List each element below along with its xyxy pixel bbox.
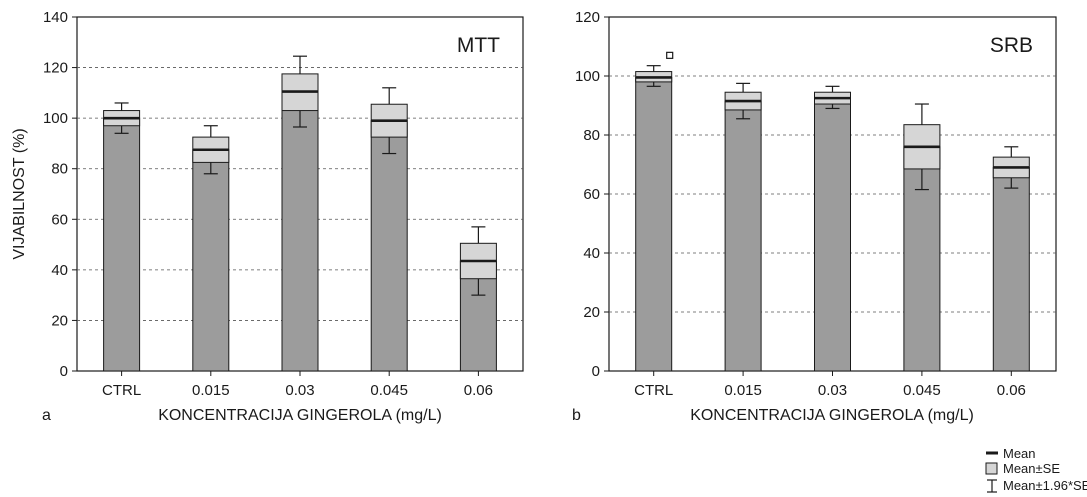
bar [103,117,141,372]
y-tick-label: 140 [43,9,68,26]
y-axis-ticks: 0 20 40 60 80 100 120 140 [43,9,77,380]
se-box-swatch [985,462,998,475]
bar [192,149,230,372]
x-tick-label: 0.045 [370,382,408,399]
chart-title: SRB [990,34,1033,57]
y-tick-label: 20 [51,312,68,329]
y-tick-label: 120 [43,60,68,77]
chart-panel-mtt: 0 20 40 60 80 100 120 140 CTRL 0.015 0.03 0.045 0.0… [11,9,524,424]
legend-label: Mean±SE [1003,461,1060,476]
x-tick-label: 0.03 [285,382,314,399]
bar [814,97,851,372]
y-tick-label: 120 [575,9,600,26]
y-tick-label: 80 [51,161,68,178]
y-axis-label: VIJABILNOST (%) [11,128,28,259]
x-tick-label: CTRL [634,382,673,399]
x-axis-label: KONCENTRACIJA GINGEROLA (mg/L) [158,407,442,424]
legend: Mean Mean±SE Mean±1.96*SE [985,446,1087,493]
x-tick-label: 0.06 [464,382,493,399]
x-tick-label: 0.03 [818,382,847,399]
x-axis-ticks: CTRL 0.015 0.03 0.045 0.06 [102,371,493,399]
legend-item-mean: Mean [986,446,1036,461]
outlier-point [666,51,674,59]
x-tick-label: 0.015 [192,382,230,399]
bar [724,100,762,372]
legend-item-mean-196se: Mean±1.96*SE [987,478,1087,493]
x-tick-label: 0.06 [997,382,1026,399]
y-tick-label: 40 [51,262,68,279]
y-tick-label: 0 [60,363,68,380]
x-tick-label: CTRL [102,382,141,399]
y-tick-label: 40 [583,245,600,262]
bar [281,91,319,372]
y-tick-label: 80 [583,127,600,144]
y-tick-label: 60 [583,186,600,203]
legend-label: Mean [1003,446,1036,461]
y-tick-label: 100 [575,68,600,85]
whisker-swatch [987,479,997,493]
legend-item-mean-se: Mean±SE [985,461,1060,476]
x-axis-label: KONCENTRACIJA GINGEROLA (mg/L) [690,407,974,424]
bar [370,120,408,372]
chart-panel-srb: 0 20 40 60 80 100 120 CTRL 0.015 0.03 0.045 0.06 S… [572,9,1057,424]
panel-label: a [42,407,51,424]
y-tick-label: 100 [43,110,68,127]
y-tick-label: 20 [583,304,600,321]
bar [992,166,1030,372]
legend-label: Mean±1.96*SE [1003,478,1087,493]
x-axis-ticks: CTRL 0.015 0.03 0.045 0.06 [634,371,1026,399]
bars [103,55,497,372]
bars [635,51,1030,372]
y-tick-label: 60 [51,211,68,228]
x-tick-label: 0.015 [724,382,762,399]
bar [635,76,673,372]
y-tick-label: 0 [592,363,600,380]
chart-title: MTT [457,34,500,57]
panel-label: b [572,407,581,424]
y-axis-ticks: 0 20 40 60 80 100 120 [575,9,609,380]
x-tick-label: 0.045 [903,382,941,399]
